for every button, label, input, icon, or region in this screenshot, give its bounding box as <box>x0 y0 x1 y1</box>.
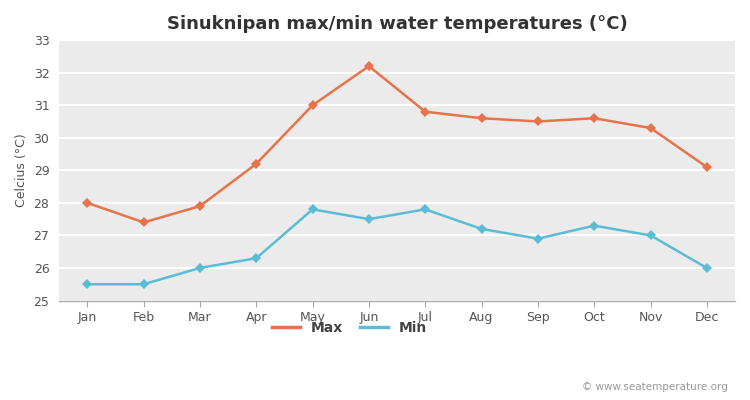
Min <box>140 282 148 287</box>
Max <box>82 200 92 205</box>
Legend: Max, Min: Max, Min <box>267 315 433 340</box>
Max <box>252 161 261 166</box>
Max <box>477 116 486 121</box>
Min <box>702 266 711 270</box>
Min <box>421 207 430 212</box>
Max <box>308 103 317 108</box>
Title: Sinuknipan max/min water temperatures (°C): Sinuknipan max/min water temperatures (°… <box>166 15 628 33</box>
Max <box>421 109 430 114</box>
Max <box>702 165 711 170</box>
Text: © www.seatemperature.org: © www.seatemperature.org <box>582 382 728 392</box>
Min <box>364 217 374 222</box>
Min <box>308 207 317 212</box>
Line: Max: Max <box>84 63 710 226</box>
Min <box>82 282 92 287</box>
Min <box>590 223 598 228</box>
Max <box>590 116 598 121</box>
Y-axis label: Celcius (°C): Celcius (°C) <box>15 134 28 207</box>
Max <box>533 119 542 124</box>
Max <box>196 204 205 208</box>
Max <box>140 220 148 225</box>
Min <box>533 236 542 241</box>
Min <box>196 266 205 270</box>
Min <box>252 256 261 260</box>
Line: Min: Min <box>84 206 710 288</box>
Min <box>477 226 486 231</box>
Min <box>646 233 655 238</box>
Max <box>646 126 655 130</box>
Max <box>364 64 374 68</box>
